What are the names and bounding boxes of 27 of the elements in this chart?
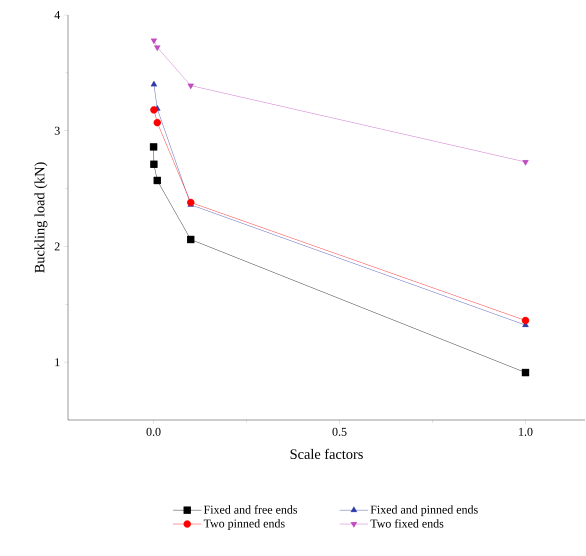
x-tick-label: 0.0 <box>146 428 161 436</box>
legend-label: Fixed and free ends <box>204 505 298 514</box>
y-axis-title: Buckling load (kN) <box>34 162 48 273</box>
point <box>150 143 158 151</box>
point <box>522 368 530 376</box>
legend-label: Fixed and pinned ends <box>370 505 478 516</box>
legend-label: Two pinned ends <box>204 519 285 530</box>
y-tick-label: 2 <box>54 242 60 250</box>
x-tick-label: 0.5 <box>332 428 347 436</box>
point <box>187 198 194 206</box>
x-axis-title: Scale factors <box>290 448 363 459</box>
point <box>154 118 161 126</box>
point <box>150 160 158 168</box>
legend-label: Two fixed ends <box>370 519 444 528</box>
point <box>154 176 161 184</box>
point <box>150 106 158 114</box>
point <box>150 80 158 86</box>
point <box>150 38 158 44</box>
y-tick-label: 4 <box>54 11 60 19</box>
point <box>154 45 160 52</box>
point <box>522 160 529 166</box>
point <box>522 316 530 324</box>
point <box>188 84 194 90</box>
y-tick-label: 1 <box>55 358 60 366</box>
point <box>187 236 194 244</box>
x-tick-label: 1.0 <box>519 428 533 436</box>
y-tick-label: 3 <box>54 126 60 135</box>
